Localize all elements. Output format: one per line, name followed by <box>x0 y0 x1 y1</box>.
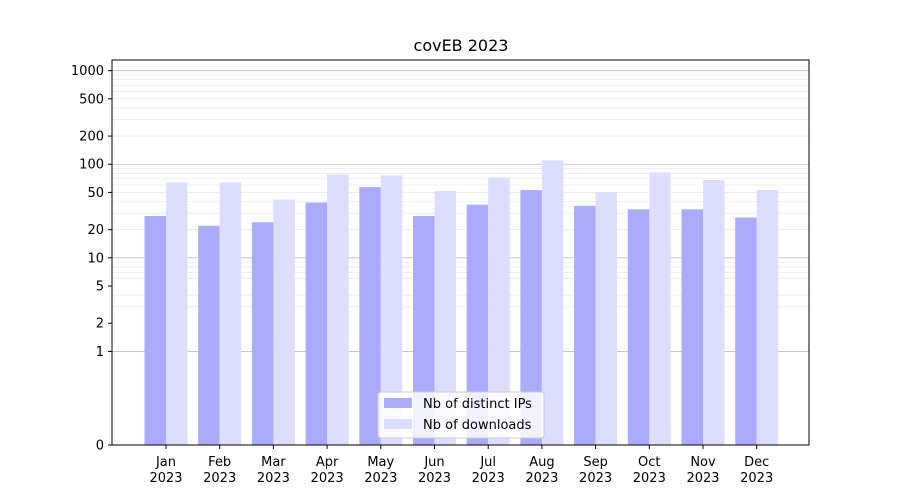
bar-distinct-ips-jun <box>413 215 435 445</box>
chart-title: covEB 2023 <box>414 36 509 55</box>
x-tick-label-year: 2023 <box>472 471 505 486</box>
x-tick-label-year: 2023 <box>740 471 773 486</box>
bar-distinct-ips-apr <box>305 202 328 445</box>
x-tick-label-month: May <box>367 455 394 470</box>
y-tick-label: 1000 <box>71 64 104 79</box>
bar-downloads-feb <box>219 182 242 445</box>
legend-entry: Nb of distinct IPs <box>423 397 532 412</box>
x-tick-label-year: 2023 <box>149 471 182 486</box>
bar-distinct-ips-mar <box>251 222 274 445</box>
bar-downloads-apr <box>327 174 349 445</box>
x-tick-label-year: 2023 <box>418 471 451 486</box>
bar-distinct-ips-sep <box>574 205 596 445</box>
bar-downloads-jun <box>434 190 456 445</box>
bar-distinct-ips-dec <box>735 217 757 445</box>
x-tick-label-month: Dec <box>744 455 769 470</box>
x-tick-label-month: Sep <box>583 455 608 470</box>
legend-swatch <box>384 398 412 408</box>
y-tick-label: 10 <box>87 251 104 266</box>
x-tick-label-month: Apr <box>316 455 339 470</box>
bar-downloads-may <box>380 175 403 445</box>
y-tick-label: 0 <box>96 439 104 454</box>
bar-distinct-ips-jul <box>466 204 489 445</box>
bar-distinct-ips-jan <box>144 215 166 445</box>
legend: Nb of distinct IPs Nb of downloads <box>377 391 545 439</box>
bar-downloads-oct <box>649 172 671 446</box>
bar-downloads-jul <box>488 177 510 446</box>
x-tick-label-month: Jan <box>155 455 176 470</box>
bar-distinct-ips-nov <box>681 209 703 445</box>
x-tick-label-year: 2023 <box>579 471 612 486</box>
y-tick-label: 2 <box>96 317 104 332</box>
x-tick-label-year: 2023 <box>311 471 344 486</box>
y-tick-label: 500 <box>79 92 104 107</box>
y-tick-label: 1 <box>96 345 104 360</box>
bar-distinct-ips-oct <box>627 209 650 445</box>
y-tick-label: 50 <box>87 186 104 201</box>
x-tick-label-month: Jul <box>479 455 496 470</box>
bars <box>144 160 779 446</box>
legend-entry: Nb of downloads <box>423 418 532 433</box>
x-tick-label-year: 2023 <box>686 471 719 486</box>
x-tick-label-month: Nov <box>690 455 716 470</box>
bar-distinct-ips-may <box>359 187 381 445</box>
bar-distinct-ips-feb <box>198 225 220 445</box>
x-tick-label-month: Mar <box>261 455 286 470</box>
x-tick-label-year: 2023 <box>633 471 666 486</box>
plot-frame <box>111 59 810 446</box>
bar-downloads-sep <box>595 192 618 445</box>
x-tick-label-month: Aug <box>529 455 554 470</box>
x-tick-label-month: Feb <box>208 455 231 470</box>
bar-downloads-nov <box>703 179 725 445</box>
y-axis: 0 1 2 5 10 20 50 100 200 500 1000 <box>71 64 112 454</box>
bar-downloads-jan <box>166 182 188 445</box>
y-tick-label: 100 <box>79 158 104 173</box>
x-tick-label-year: 2023 <box>203 471 236 486</box>
bar-downloads-mar <box>273 199 295 445</box>
bar-distinct-ips-aug <box>520 190 542 445</box>
y-tick-label: 5 <box>96 280 104 295</box>
bar-downloads-dec <box>756 190 779 445</box>
legend-box <box>377 391 545 439</box>
y-tick-label: 200 <box>79 130 104 145</box>
x-tick-label-year: 2023 <box>364 471 397 486</box>
bar-downloads-aug <box>541 160 564 445</box>
y-tick-label: 20 <box>87 223 104 238</box>
x-tick-label-year: 2023 <box>257 471 290 486</box>
x-axis: Jan2023Feb2023Mar2023Apr2023May2023Jun20… <box>149 445 773 486</box>
x-tick-label-month: Oct <box>638 455 660 470</box>
x-tick-label-year: 2023 <box>525 471 558 486</box>
x-tick-label-month: Jun <box>423 455 444 470</box>
legend-swatch <box>384 419 412 429</box>
